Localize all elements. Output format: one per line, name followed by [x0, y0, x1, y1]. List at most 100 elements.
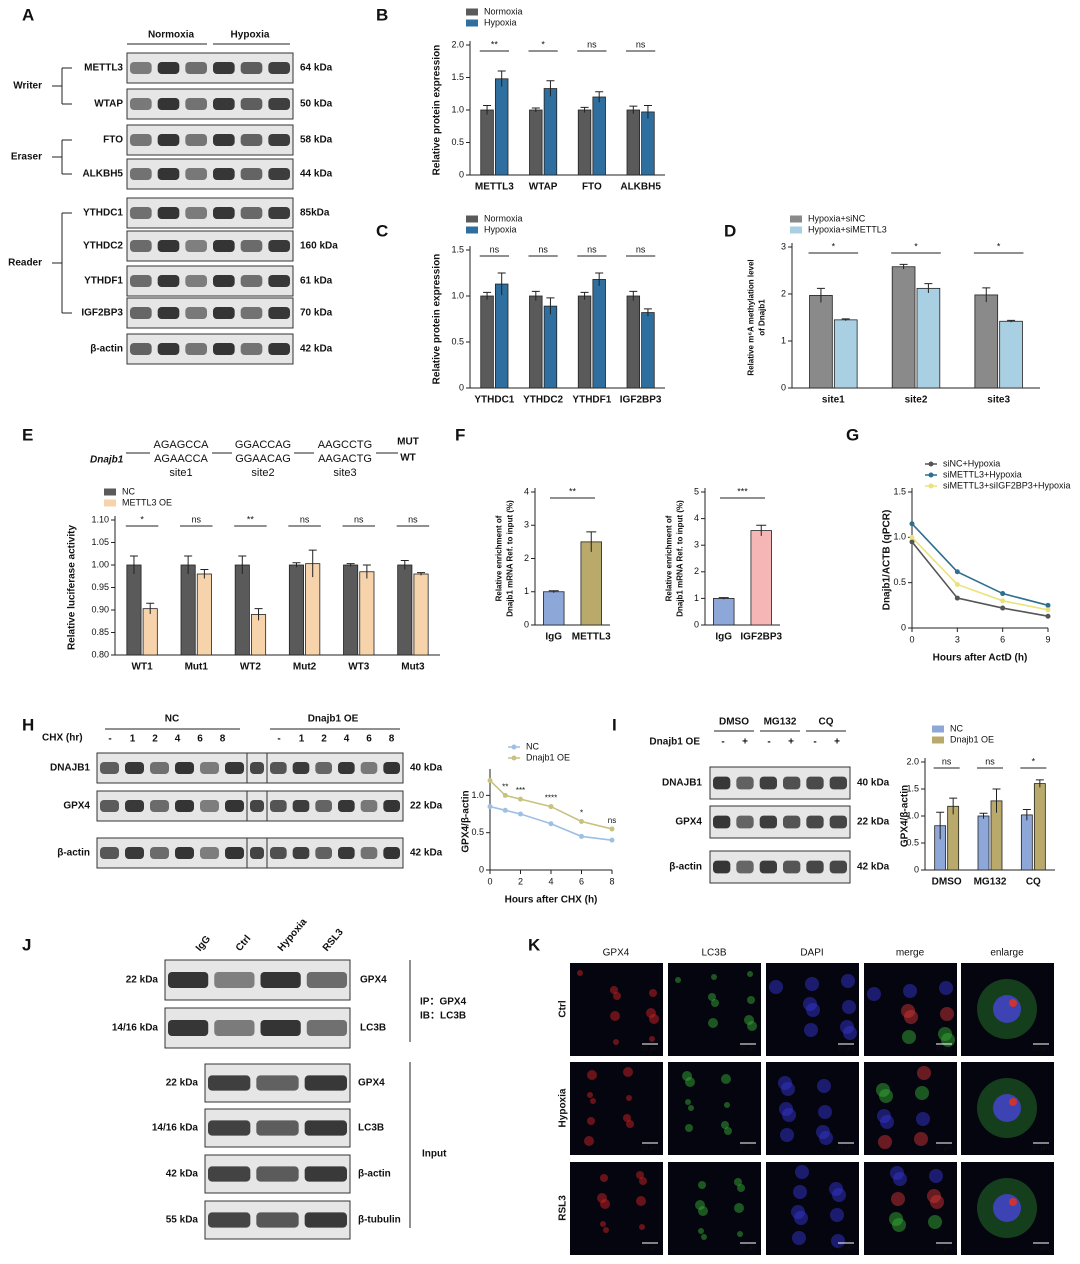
band [100, 800, 119, 812]
cell-signal [842, 1000, 856, 1014]
cell-signal [804, 1023, 818, 1037]
legend-marker [928, 461, 934, 467]
band [240, 134, 263, 146]
band [150, 762, 169, 774]
band [268, 168, 290, 180]
size-label: 22 kDa [166, 1078, 199, 1089]
band [213, 134, 235, 146]
bar [580, 541, 602, 626]
significance-label: ns [191, 514, 201, 524]
bar [641, 312, 655, 389]
site-label: site2 [251, 467, 274, 479]
error-bar [292, 562, 301, 568]
bar [592, 96, 606, 176]
cell-signal [721, 1074, 731, 1084]
y-tick-label: 0 [901, 622, 906, 632]
bar [234, 564, 250, 656]
protein-label: β-actin [90, 344, 123, 355]
cell-signal [890, 1166, 904, 1180]
series-line [911, 536, 1049, 611]
size-label: 44 kDa [300, 169, 333, 180]
bar [494, 283, 509, 389]
band [338, 762, 355, 774]
time-label: 1 [299, 734, 305, 745]
band [213, 307, 235, 319]
y-tick-label: 2 [524, 553, 529, 563]
error-bar [497, 272, 506, 296]
y-tick-label: 1.5 [906, 783, 919, 793]
error-bar [816, 287, 825, 303]
group-label: NC [165, 714, 179, 725]
time-label: 2 [152, 734, 158, 745]
x-tick-label: 8 [609, 876, 614, 886]
band [260, 1020, 301, 1036]
significance-label: ns [587, 39, 597, 49]
cell-signal [877, 1109, 891, 1123]
significance-label: * [580, 809, 583, 818]
band [256, 1120, 299, 1136]
y-tick-label: 1.0 [451, 104, 464, 114]
group-label: Dnajb1 OE [308, 714, 359, 725]
x-tick-label: Mut2 [293, 662, 317, 673]
legend-marker [928, 472, 934, 478]
band [240, 207, 263, 219]
cell-signal [779, 1102, 793, 1116]
error-bar [483, 104, 492, 115]
band [157, 98, 180, 110]
input-note: Input [422, 1149, 447, 1160]
x-tick-label: 4 [548, 876, 553, 886]
x-tick-label: IGF2BP3 [740, 632, 782, 643]
cell-signal [793, 1185, 807, 1199]
ip-note: IB：LC3B [420, 1011, 466, 1022]
y-tick-label: 0.5 [471, 827, 484, 837]
band [240, 307, 263, 319]
y-tick-label: 0 [479, 864, 484, 874]
y-tick-label: 0 [781, 382, 786, 392]
gene-label: Dnajb1 [90, 455, 124, 466]
class-label: Writer [13, 81, 42, 92]
cell-signal [646, 1008, 656, 1018]
legend-swatch [104, 499, 116, 507]
legend-swatch [932, 725, 944, 733]
bar [891, 266, 916, 389]
band [240, 275, 263, 287]
nucleus [993, 1094, 1021, 1122]
error-bar [238, 555, 247, 574]
band [383, 847, 400, 859]
panel-letter: H [22, 715, 34, 734]
series-line [911, 523, 1049, 607]
group-label: Hypoxia [231, 30, 270, 41]
scale-bar-label: 20 μm [739, 1146, 756, 1152]
band [759, 860, 777, 874]
band [268, 307, 290, 319]
cell-signal [805, 977, 819, 991]
cell-signal [734, 1178, 742, 1186]
series-line [911, 541, 1049, 618]
error-bar [308, 549, 317, 578]
group-label: CQ [819, 717, 834, 728]
band [268, 207, 290, 219]
x-tick-label: Mut3 [401, 662, 425, 673]
cell-signal [938, 1027, 952, 1041]
y-axis-label: Relative protein expression [432, 254, 443, 385]
protein-label: β-actin [57, 848, 90, 859]
cell-signal [916, 1112, 930, 1126]
bar [1033, 783, 1046, 871]
size-label: 50 kDa [300, 99, 333, 110]
significance-label: ns [942, 756, 952, 766]
bar [750, 530, 772, 626]
legend-label: Normoxia [484, 213, 523, 223]
cell-signal [816, 1125, 830, 1139]
micrograph [570, 1062, 663, 1155]
spot [1009, 1098, 1017, 1106]
band [292, 847, 310, 859]
band [157, 275, 180, 287]
band [150, 847, 169, 859]
panel-letter: C [376, 221, 388, 240]
cell-signal [724, 1102, 730, 1108]
cell-signal [708, 1018, 718, 1028]
significance-label: ** [569, 486, 577, 496]
panel-letter: A [22, 5, 34, 24]
cell-signal [711, 974, 717, 980]
y-tick-label: 5 [694, 486, 699, 496]
